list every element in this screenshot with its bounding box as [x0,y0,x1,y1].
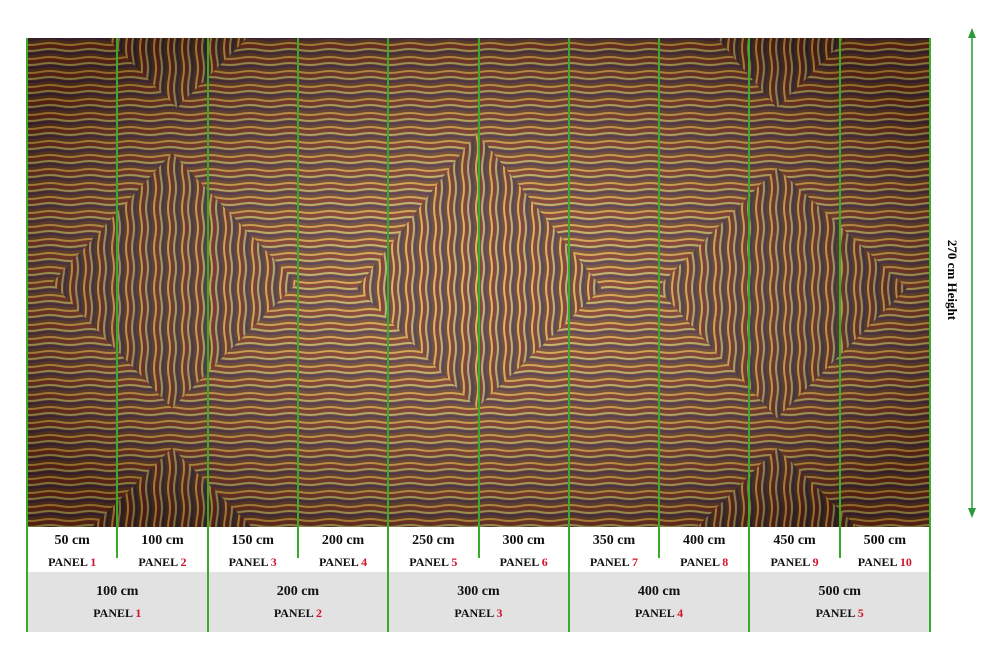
panel-size: 300 cm [502,533,545,548]
panel-label: PANEL 8 [659,555,749,570]
panel-label: PANEL 2 [208,606,389,621]
panel-cell: 250 cm PANEL 5 [388,527,478,572]
panel-number: 1 [90,555,97,569]
panel-size: 400 cm [683,533,726,548]
panel-word: PANEL [499,555,539,569]
panel-cell: 400 cm PANEL 4 [569,572,750,632]
panel-cell: 450 cm PANEL 9 [749,527,839,572]
panel-label: PANEL 6 [479,555,569,570]
panel-word: PANEL [454,606,494,620]
panel-word: PANEL [770,555,810,569]
panel-word: PANEL [228,555,268,569]
panel-word: PANEL [93,606,133,620]
panel-label: PANEL 10 [840,555,930,570]
panel-label: PANEL 1 [27,555,117,570]
height-label: 270 cm Height [945,239,960,321]
panel-number: 6 [541,555,548,569]
panel-number: 1 [135,606,142,620]
panel-size: 100 cm [141,533,184,548]
panel-label: PANEL 4 [569,606,750,621]
panel-divider [206,38,209,632]
panel-size: 400 cm [637,584,681,599]
panel-label: PANEL 3 [388,606,569,621]
panel-cell: 300 cm PANEL 6 [479,527,569,572]
panel-cell: 200 cm PANEL 4 [298,527,388,572]
panel-divider [26,38,28,632]
panel-word: PANEL [48,555,88,569]
panel-number: 5 [451,555,458,569]
panel-label: PANEL 2 [117,555,207,570]
panel-number: 2 [315,606,322,620]
panel-size: 150 cm [231,533,274,548]
panel-size: 200 cm [276,584,320,599]
panel-number: 4 [361,555,368,569]
panel-label: PANEL 1 [27,606,208,621]
panel-cell: 50 cm PANEL 1 [27,527,117,572]
panel-divider [477,38,480,558]
panel-word: PANEL [409,555,449,569]
panel-divider [658,38,661,558]
panel-number: 10 [899,555,912,569]
panel-cell: 100 cm PANEL 2 [117,527,207,572]
panel-cell: 500 cm PANEL 10 [840,527,930,572]
panel-divider [929,38,931,632]
panel-cell: 500 cm PANEL 5 [749,572,930,632]
panel-size: 500 cm [863,533,907,548]
panel-cell: 400 cm PANEL 8 [659,527,749,572]
panel-word: PANEL [635,606,675,620]
panel-number: 7 [632,555,638,569]
panel-word: PANEL [815,606,855,620]
panel-size: 350 cm [592,533,636,548]
panel-size: 200 cm [321,533,365,548]
panel-number: 3 [270,555,277,569]
panel-cell: 300 cm PANEL 3 [388,572,569,632]
panel-number: 4 [677,606,684,620]
panel-number: 9 [812,555,819,569]
panel-size: 250 cm [412,533,455,548]
panel-size: 300 cm [457,584,500,599]
panel-divider [116,38,119,558]
panel-number: 5 [857,606,864,620]
panel-cell: 200 cm PANEL 2 [208,572,389,632]
panel-number: 8 [722,555,729,569]
panel-label: PANEL 9 [749,555,839,570]
panel-word: PANEL [138,555,178,569]
panel-cell: 350 cm PANEL 7 [569,527,659,572]
panel-size: 500 cm [818,584,861,599]
panel-word: PANEL [857,555,897,569]
panel-divider [567,38,570,632]
panel-label: PANEL 5 [388,555,478,570]
panel-word: PANEL [680,555,720,569]
panel-cell: 150 cm PANEL 3 [208,527,298,572]
panel-label: PANEL 5 [749,606,930,621]
panel-divider [838,38,841,558]
panel-divider [387,38,390,632]
panel-word: PANEL [318,555,359,569]
panel-word: PANEL [273,606,313,620]
panel-divider [748,38,751,632]
panel-size: 50 cm [54,533,90,548]
panel-cell: 100 cm PANEL 1 [27,572,208,632]
panel-word: PANEL [589,555,629,569]
panel-divider [296,38,299,558]
panel-size: 100 cm [96,584,139,599]
panel-number: 3 [496,606,503,620]
panel-label: PANEL 4 [298,555,388,570]
panel-number: 2 [180,555,187,569]
panel-size: 450 cm [773,533,816,548]
panel-label: PANEL 3 [208,555,298,570]
panel-label: PANEL 7 [569,555,659,570]
